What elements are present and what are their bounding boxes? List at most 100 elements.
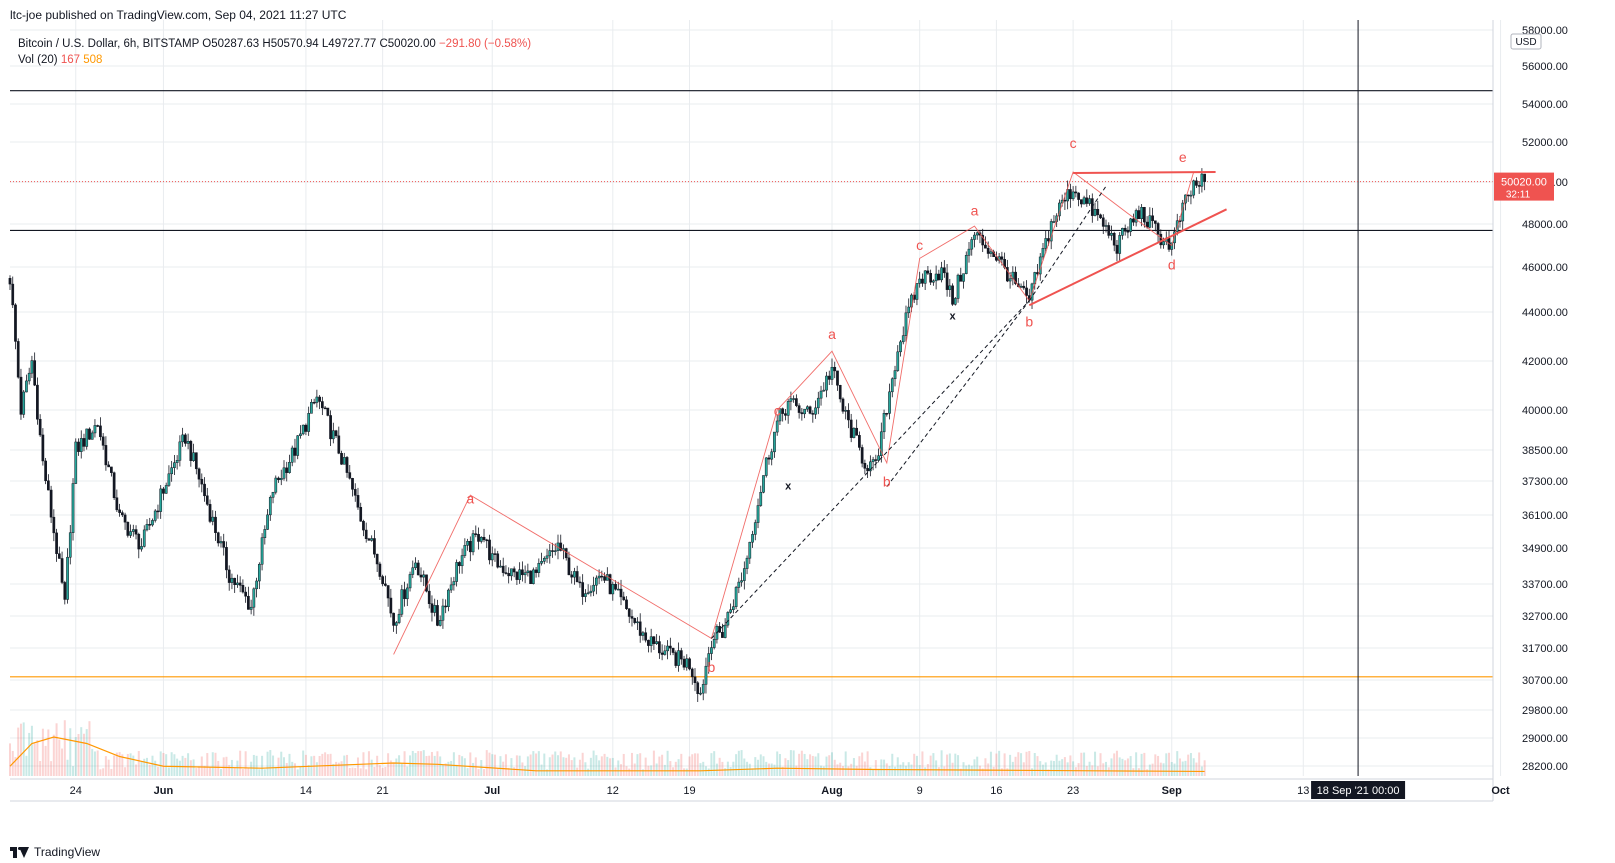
- volume-bar: [463, 758, 466, 776]
- volume-bar: [535, 753, 538, 776]
- candle: [710, 640, 713, 661]
- candle: [419, 567, 423, 583]
- candle: [345, 455, 349, 478]
- countdown-label: 32:11: [1506, 190, 1531, 201]
- candle-body: [194, 452, 198, 470]
- candle-body: [299, 433, 302, 436]
- volume-bar: [699, 763, 702, 776]
- publisher-line: ltc-joe published on TradingView.com, Se…: [10, 8, 347, 22]
- volume-bar: [444, 763, 447, 776]
- candle-body: [126, 521, 130, 536]
- candle-body: [359, 507, 363, 522]
- grid: [10, 20, 1502, 776]
- candle-body: [507, 573, 511, 577]
- crosshair-time-label: 18 Sep '21 00:00: [1317, 785, 1400, 797]
- symbol-name[interactable]: Bitcoin / U.S. Dollar, 6h, BITSTAMP: [18, 38, 200, 50]
- candle-body: [858, 435, 861, 448]
- candle-body: [82, 438, 86, 447]
- volume-bar: [559, 751, 562, 776]
- volume-bar: [1115, 750, 1118, 776]
- candle-body: [438, 619, 442, 626]
- volume-bar: [652, 750, 655, 776]
- candle: [238, 576, 242, 593]
- candle-body: [249, 606, 253, 610]
- candle: [288, 454, 291, 474]
- candle-body: [271, 491, 275, 498]
- candle-body: [340, 453, 343, 465]
- volume-bar: [1148, 764, 1151, 776]
- candle: [767, 454, 771, 465]
- volume-bar: [121, 754, 124, 776]
- candle-body: [1096, 208, 1100, 216]
- candle: [216, 531, 220, 547]
- candle-body: [937, 273, 941, 281]
- time-tick-label: 23: [1067, 785, 1079, 797]
- volume-bar: [165, 754, 168, 776]
- candle: [860, 444, 864, 468]
- candle-body: [825, 375, 828, 391]
- candle: [126, 521, 130, 538]
- candle: [956, 273, 960, 303]
- volume-bar: [293, 763, 296, 776]
- volume-bar: [978, 765, 981, 776]
- candle: [701, 679, 705, 701]
- candle: [929, 269, 932, 286]
- volume-bar: [603, 753, 606, 776]
- volume-label[interactable]: Vol (20): [18, 54, 58, 66]
- volume-bar: [291, 761, 294, 776]
- candle: [66, 548, 69, 604]
- volume-bar: [425, 756, 428, 776]
- candle: [770, 448, 774, 466]
- candle-body: [227, 569, 231, 583]
- candle-body: [186, 441, 190, 444]
- candle-body: [515, 571, 519, 580]
- volume-bar: [217, 760, 220, 776]
- candle-body: [964, 255, 968, 274]
- candle: [923, 270, 927, 290]
- volume-bar: [272, 755, 275, 776]
- price-tick-label: 28200.00: [1522, 761, 1568, 773]
- candle: [321, 396, 324, 416]
- candle: [896, 345, 900, 372]
- volume-bar: [1020, 753, 1023, 776]
- volume-bar: [1135, 752, 1138, 776]
- candle: [1079, 199, 1083, 208]
- time-tick-label: 21: [377, 785, 389, 797]
- volume-bar: [373, 766, 376, 776]
- volume-bar: [915, 755, 918, 776]
- candle: [548, 543, 552, 564]
- candle-body: [890, 378, 894, 393]
- candle: [479, 536, 483, 544]
- candle-body: [167, 473, 171, 486]
- candle-body: [181, 434, 184, 443]
- candle: [129, 524, 132, 539]
- volume-bar: [981, 768, 984, 776]
- candle: [797, 403, 801, 419]
- candle-body: [414, 562, 417, 569]
- volume-bar: [304, 754, 307, 776]
- volume-bar: [315, 762, 318, 776]
- volume-bar: [39, 761, 42, 776]
- candle-body: [482, 536, 486, 541]
- volume-bar: [436, 751, 439, 776]
- candle-body: [1006, 267, 1009, 282]
- volume-bar: [1099, 753, 1102, 776]
- candle-body: [1162, 241, 1165, 246]
- candle: [937, 269, 941, 281]
- volume-bar: [124, 767, 127, 776]
- candle: [214, 510, 217, 541]
- candle-body: [427, 590, 431, 604]
- candle-body: [405, 587, 409, 600]
- triangle-line: [1073, 171, 1216, 174]
- candle-body: [682, 658, 686, 668]
- candle-body: [19, 376, 23, 415]
- volume-bar: [858, 756, 861, 776]
- candle: [756, 498, 760, 529]
- candle: [907, 298, 911, 318]
- volume-bar: [126, 753, 129, 776]
- time-axis: 24 Jun 14 21 Jul 12 19 Aug 9 16 23 Sep 13 Oct 18 Sep '…: [10, 778, 1510, 802]
- price-tick-label: 32700.00: [1522, 611, 1568, 623]
- candle: [482, 528, 486, 543]
- candle-body: [233, 577, 237, 585]
